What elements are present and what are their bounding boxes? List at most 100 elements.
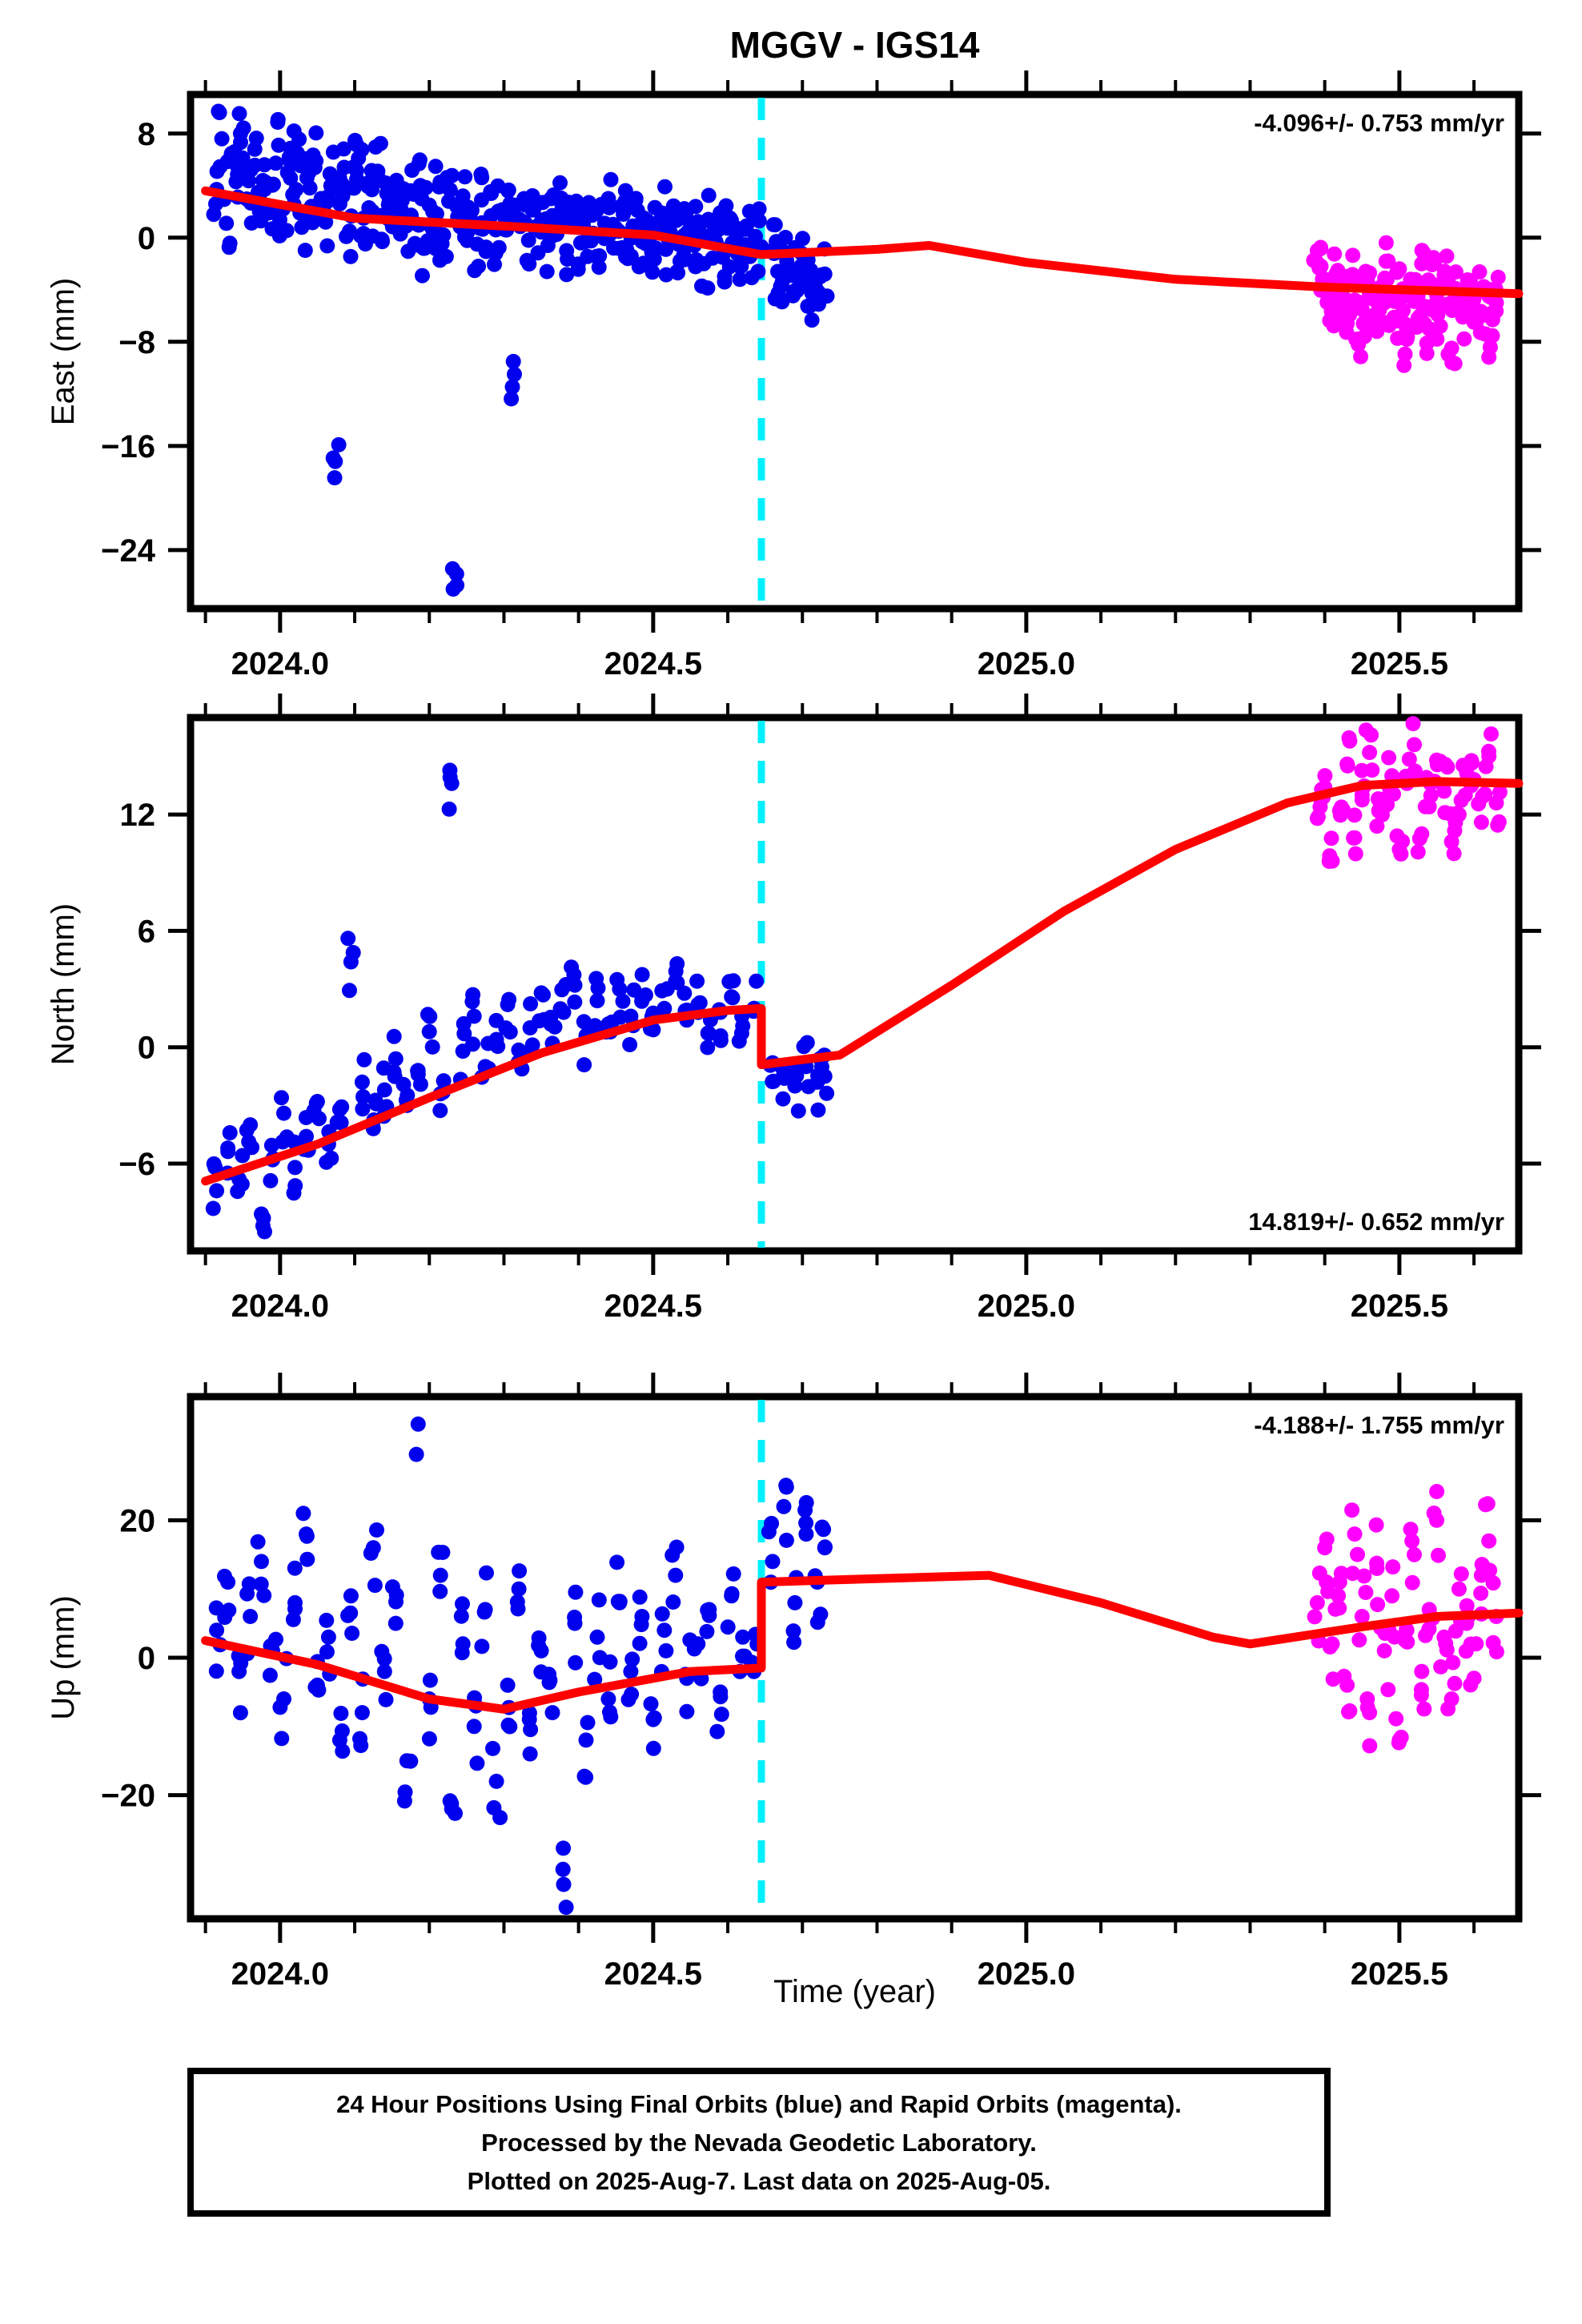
- data-point: [247, 157, 263, 173]
- model-curve-up: [201, 1570, 1524, 1714]
- data-point: [504, 207, 520, 223]
- data-point: [253, 1576, 269, 1592]
- data-point: [543, 1016, 559, 1032]
- data-point: [511, 1581, 527, 1597]
- data-point: [1399, 1634, 1415, 1650]
- data-point: [1407, 271, 1423, 287]
- data-point: [307, 1679, 323, 1695]
- data-point: [1358, 1585, 1374, 1600]
- data-point: [1416, 1701, 1432, 1717]
- data-point: [345, 945, 361, 960]
- data-point: [363, 1546, 379, 1561]
- data-point: [1447, 1675, 1463, 1691]
- data-point: [254, 1554, 269, 1570]
- data-point: [523, 996, 539, 1011]
- data-point: [1414, 1663, 1430, 1679]
- rate-annotation-north: 14.819+/- 0.652 mm/yr: [1248, 1208, 1504, 1236]
- data-point: [488, 1773, 504, 1789]
- data-point: [457, 169, 473, 185]
- data-point: [646, 251, 662, 267]
- data-point: [1362, 745, 1378, 761]
- x-tick-label: 2024.0: [231, 1289, 329, 1324]
- data-point: [668, 963, 684, 979]
- data-point: [331, 436, 347, 452]
- data-point: [221, 239, 237, 255]
- data-point: [335, 141, 351, 157]
- data-point: [798, 1526, 814, 1542]
- data-point: [644, 264, 661, 280]
- data-point: [1350, 1546, 1365, 1562]
- data-point: [541, 1667, 557, 1683]
- data-point: [1447, 264, 1464, 280]
- data-point: [588, 248, 604, 264]
- y-tick-label: 0: [138, 1031, 155, 1066]
- data-point: [603, 1709, 619, 1725]
- data-point: [255, 173, 271, 188]
- data-point: [1307, 1609, 1323, 1625]
- y-tick-label: −24: [101, 533, 156, 569]
- page-title: MGGV - IGS14: [730, 24, 980, 66]
- data-point: [552, 175, 568, 191]
- data-point: [600, 191, 616, 207]
- data-point: [1433, 1659, 1449, 1675]
- data-point: [483, 185, 499, 201]
- data-point: [500, 183, 516, 199]
- data-point: [1393, 1729, 1409, 1745]
- data-point: [340, 931, 356, 947]
- data-point: [1389, 828, 1405, 844]
- data-point: [1354, 1609, 1370, 1624]
- data-point: [456, 1015, 472, 1031]
- data-point: [288, 182, 304, 198]
- data-point: [589, 993, 605, 1009]
- data-series-spread-up: [208, 1446, 833, 1916]
- data-point: [700, 1025, 716, 1041]
- data-point: [274, 1090, 289, 1106]
- data-point: [603, 171, 619, 187]
- data-point: [1396, 357, 1412, 373]
- footer-line-1: 24 Hour Positions Using Final Orbits (bl…: [336, 2090, 1182, 2118]
- data-point: [1388, 1711, 1404, 1727]
- data-point: [559, 267, 575, 283]
- data-point: [657, 179, 673, 195]
- data-point: [538, 211, 554, 227]
- data-point: [819, 1085, 835, 1101]
- data-point: [1321, 854, 1337, 869]
- data-point: [1323, 830, 1339, 846]
- data-point: [1478, 758, 1494, 774]
- data-point: [1363, 727, 1379, 743]
- data-point: [817, 1539, 833, 1555]
- data-point: [342, 983, 357, 999]
- x-tick-label: 2025.5: [1351, 1956, 1448, 1992]
- data-point: [632, 1589, 648, 1605]
- data-point: [354, 1074, 370, 1090]
- data-point: [1353, 348, 1369, 364]
- data-point: [339, 228, 354, 244]
- data-point: [211, 105, 227, 121]
- data-point: [656, 1622, 673, 1638]
- data-point: [626, 982, 642, 998]
- data-point: [700, 1602, 716, 1618]
- data-point: [387, 1615, 404, 1631]
- y-axis-title: North (mm): [46, 903, 81, 1065]
- data-point: [708, 216, 724, 232]
- data-point: [576, 1057, 592, 1073]
- data-point: [311, 1111, 327, 1127]
- data-point: [384, 1579, 400, 1595]
- data-point: [319, 1612, 335, 1628]
- data-point: [615, 993, 631, 1009]
- data-point: [473, 167, 489, 183]
- data-point: [418, 179, 434, 195]
- data-point: [1459, 1598, 1475, 1614]
- data-point: [286, 123, 302, 139]
- data-point: [692, 995, 708, 1011]
- data-point: [354, 1705, 370, 1721]
- data-point: [1429, 1484, 1445, 1499]
- data-point: [519, 252, 535, 268]
- data-point: [1472, 307, 1488, 323]
- data-point: [428, 241, 444, 256]
- data-point: [492, 1810, 508, 1826]
- data-point: [567, 1610, 583, 1625]
- data-point: [801, 1079, 817, 1095]
- data-point: [686, 1641, 702, 1657]
- data-point: [272, 212, 287, 227]
